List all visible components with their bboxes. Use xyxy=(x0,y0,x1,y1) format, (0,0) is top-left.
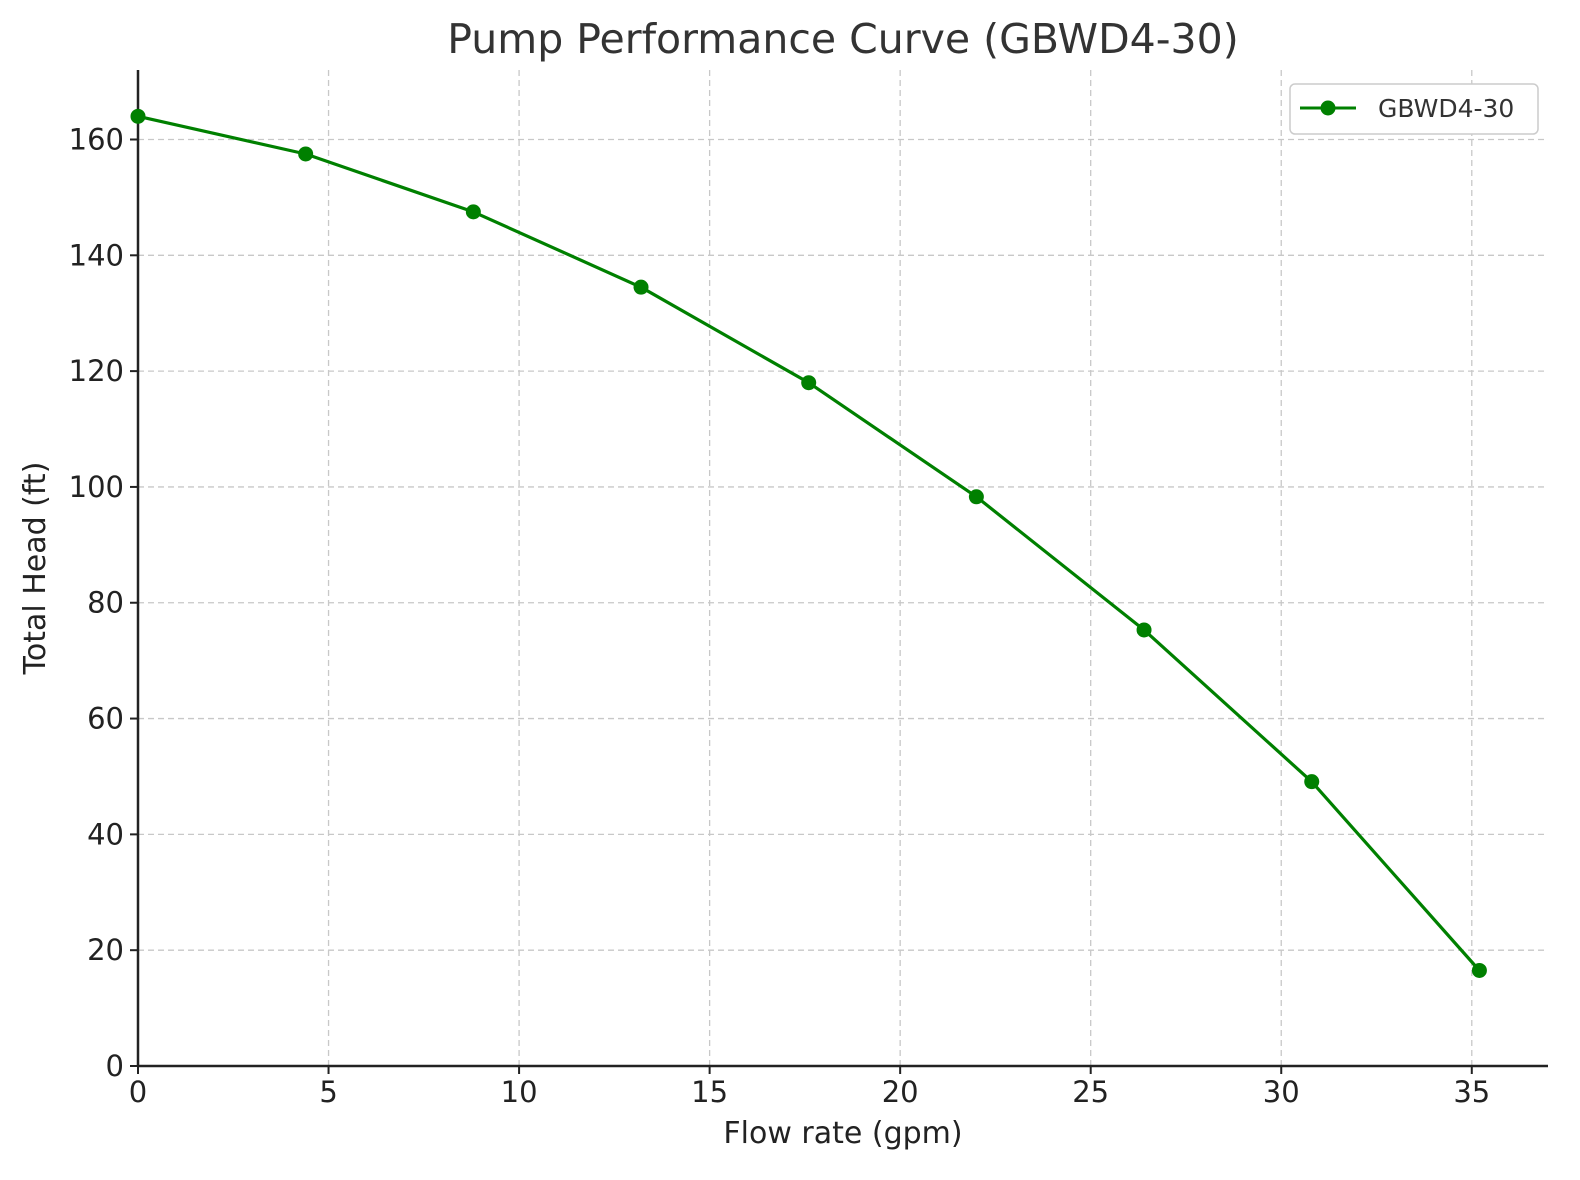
data-point xyxy=(633,279,649,295)
chart-title: Pump Performance Curve (GBWD4-30) xyxy=(447,15,1238,63)
x-tick-label: 15 xyxy=(691,1075,728,1109)
data-point xyxy=(801,375,817,391)
y-tick-label: 80 xyxy=(87,586,124,620)
x-tick-label: 30 xyxy=(1263,1075,1300,1109)
x-tick-label: 10 xyxy=(501,1075,538,1109)
x-axis-title: Flow rate (gpm) xyxy=(723,1116,962,1151)
y-tick-label: 20 xyxy=(87,933,124,967)
y-tick-label: 120 xyxy=(69,354,124,388)
y-tick-label: 60 xyxy=(87,702,124,736)
x-tick-label: 20 xyxy=(882,1075,919,1109)
x-tick-label: 5 xyxy=(319,1075,337,1109)
data-point xyxy=(1471,962,1487,978)
y-axis-title: Total Head (ft) xyxy=(18,462,53,676)
legend-label: GBWD4-30 xyxy=(1378,94,1514,123)
x-tick-label: 35 xyxy=(1453,1075,1490,1109)
tick-labels: 0 5 10 15 20 25 30 35 0 20 40 60 80 100 120 140 160 xyxy=(69,122,1491,1109)
y-tick-label: 100 xyxy=(69,470,124,504)
y-tick-label: 0 xyxy=(106,1049,124,1083)
legend-marker-swatch xyxy=(1320,100,1336,116)
axes xyxy=(136,70,1548,1068)
x-tick-label: 25 xyxy=(1072,1075,1109,1109)
series-line-0 xyxy=(137,114,1481,972)
series-layer xyxy=(130,108,1487,978)
data-point xyxy=(1304,774,1320,790)
x-tick-label: 0 xyxy=(129,1075,147,1109)
grid-lines xyxy=(138,70,1548,1066)
y-tick-label: 160 xyxy=(69,122,124,156)
y-tick-label: 140 xyxy=(69,238,124,272)
y-tick-label: 40 xyxy=(87,817,124,851)
data-point xyxy=(298,146,314,162)
data-point xyxy=(465,204,481,220)
data-point xyxy=(1136,622,1152,638)
legend: GBWD4-30 xyxy=(1289,83,1539,135)
data-point xyxy=(130,108,146,124)
data-point xyxy=(968,489,984,505)
legend-box xyxy=(1289,83,1539,135)
